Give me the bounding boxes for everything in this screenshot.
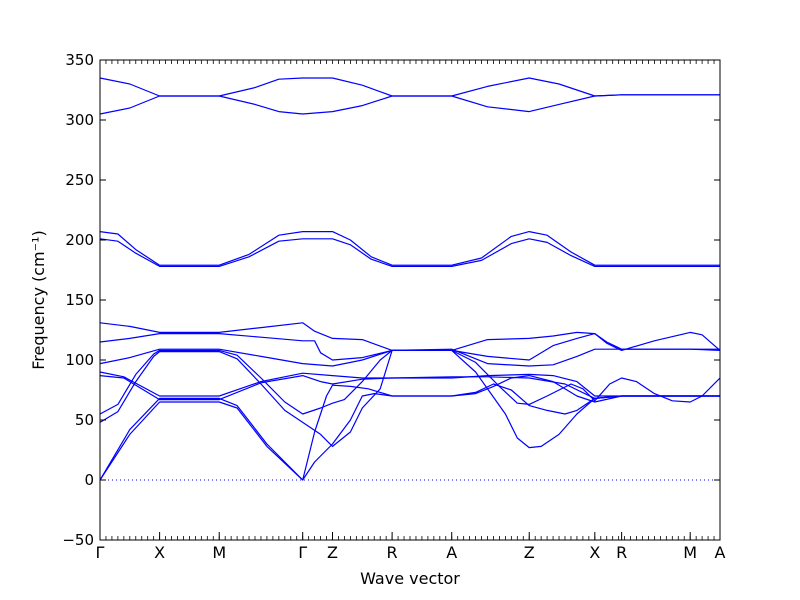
x-axis-label: Wave vector [360,569,460,588]
y-tick-label: 50 [75,411,94,429]
y-tick-label: 350 [65,51,94,69]
band-13 [99,375,720,481]
band-5 [99,322,721,351]
y-tick-label: 300 [65,111,94,129]
band-11 [99,349,720,449]
x-tick-label: M [683,543,697,562]
x-tick-label: X [589,543,600,562]
y-axis-label: Frequency (cm⁻¹) [29,230,48,369]
x-tick-label: M [212,543,226,562]
band-12 [99,383,720,481]
x-tick-label: Γ [298,543,307,562]
band-7 [99,348,720,367]
y-tick-label: 100 [65,351,94,369]
y-tick-label: 250 [65,171,94,189]
y-tick-label: 0 [84,471,94,489]
x-tick-label: R [616,543,627,562]
x-tick-label: Z [524,543,535,562]
y-tick-label: 200 [65,231,94,249]
band-9 [99,375,720,401]
y-axis: −50 0 50 100 150 200 250 300 350 [62,51,720,549]
band-4 [99,238,720,267]
series-layer [99,77,721,481]
x-tick-label: X [154,543,165,562]
band-3 [99,231,720,266]
y-tick-label: −50 [62,531,94,549]
x-tick-label: A [446,543,457,562]
y-tick-label: 150 [65,291,94,309]
x-tick-label: A [715,543,726,562]
x-tick-label: R [387,543,398,562]
x-tick-label: Γ [96,543,105,562]
x-tick-label: Z [327,543,338,562]
band-2 [99,94,720,115]
